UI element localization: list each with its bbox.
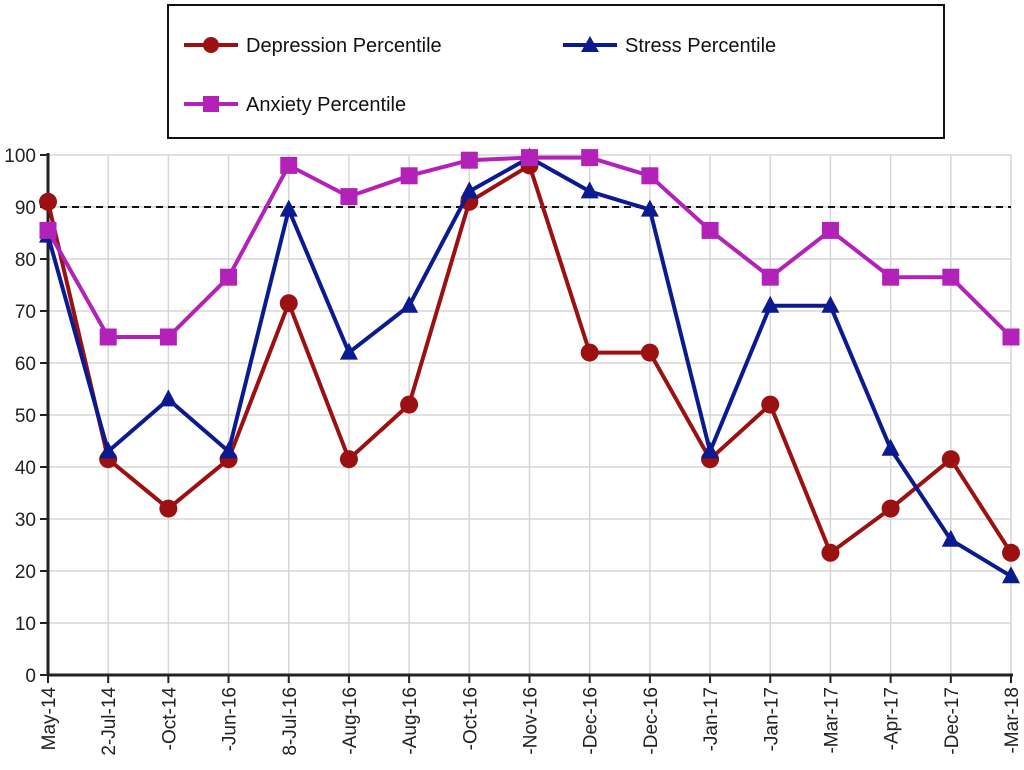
depression-point — [881, 499, 900, 518]
legend-label-depression: Depression Percentile — [246, 35, 442, 57]
y-tick-label: 90 — [15, 198, 36, 219]
y-tick-labels: 0 10 20 30 40 50 60 70 80 90 100 — [4, 146, 36, 687]
depression-point — [640, 343, 659, 362]
anxiety-point — [821, 221, 839, 239]
x-tick-label: -Aug-16 — [400, 687, 421, 755]
anxiety-point — [159, 328, 177, 346]
legend-item-anxiety: Anxiety Percentile — [184, 94, 406, 116]
x-tick-label: -Jan-17 — [761, 687, 782, 751]
legend-label-anxiety: Anxiety Percentile — [246, 94, 406, 116]
x-tick-label: -Oct-16 — [460, 687, 481, 750]
y-tick-label: 40 — [15, 458, 36, 479]
depression-point — [159, 499, 178, 518]
depression-point — [400, 395, 419, 414]
y-tick-label: 100 — [4, 146, 36, 167]
stress-point — [821, 295, 840, 313]
stress-point — [279, 199, 298, 217]
y-tick-label: 20 — [15, 562, 36, 583]
x-tick-label: -Jan-17 — [701, 687, 722, 751]
y-tick-label: 0 — [25, 666, 36, 687]
depression-point — [339, 450, 358, 469]
y-tick-label: 30 — [15, 510, 36, 531]
stress-point — [701, 441, 720, 459]
anxiety-point — [280, 156, 298, 174]
stress-point — [761, 295, 780, 313]
grid — [48, 154, 1012, 675]
y-tick-label: 80 — [15, 250, 36, 271]
legend-label-stress: Stress Percentile — [625, 35, 776, 57]
anxiety-point — [340, 188, 358, 206]
stress-point — [881, 438, 900, 456]
x-tick-label: -Apr-17 — [882, 687, 903, 750]
depression-point — [761, 395, 780, 414]
stress-point — [460, 181, 479, 199]
stress-point — [339, 342, 358, 360]
y-tick-label: 50 — [15, 406, 36, 427]
stress-point — [99, 441, 118, 459]
anxiety-point — [220, 268, 238, 286]
depression-point — [821, 543, 840, 562]
stress-point — [219, 441, 238, 459]
depression-point — [1002, 543, 1020, 562]
x-tick-label: -Dec-16 — [641, 687, 662, 755]
legend-box — [167, 4, 945, 139]
anxiety-point — [761, 268, 779, 286]
anxiety-point — [99, 328, 117, 346]
x-tick-label: -Aug-16 — [340, 687, 361, 755]
x-tick-labels: May-14 2-Jul-14 -Oct-14 -Jun-16 8-Jul-16 -Aug… — [39, 687, 1023, 756]
y-tick-label: 10 — [15, 614, 36, 635]
stress-point — [580, 181, 599, 199]
stress-point — [640, 199, 659, 217]
legend-item-depression: Depression Percentile — [184, 35, 442, 57]
legend-marker-depression — [203, 37, 219, 53]
stress-point — [941, 529, 960, 547]
y-tick-label: 70 — [15, 302, 36, 323]
anxiety-point — [400, 167, 418, 185]
depression-point — [39, 192, 57, 211]
stress-point — [1002, 566, 1020, 584]
legend-marker-stress — [581, 36, 599, 52]
stress-point — [159, 389, 178, 407]
x-tick-label: -Mar-17 — [821, 687, 842, 754]
depression-point — [941, 450, 960, 469]
legend-item-stress: Stress Percentile — [563, 35, 776, 57]
x-tick-label: -Dec-16 — [581, 687, 602, 755]
x-tick-label: May-14 — [39, 687, 60, 751]
anxiety-point — [460, 151, 478, 169]
x-tick-label: -Jun-16 — [220, 687, 241, 751]
legend-marker-anxiety — [203, 96, 219, 112]
anxiety-point — [581, 149, 599, 167]
depression-point — [279, 294, 298, 313]
anxiety-point — [1002, 328, 1020, 346]
anxiety-point — [942, 268, 960, 286]
anxiety-point — [521, 149, 538, 167]
anxiety-point — [39, 221, 57, 239]
x-tick-label: -Mar-18 — [1002, 687, 1023, 754]
x-tick-label: 8-Jul-16 — [280, 687, 301, 756]
axes — [40, 153, 1013, 683]
depression-point — [580, 343, 599, 362]
y-tick-label: 60 — [15, 354, 36, 375]
x-tick-label: 2-Jul-14 — [99, 687, 120, 756]
x-tick-label: -Dec-17 — [942, 687, 963, 755]
x-tick-label: -Nov-16 — [521, 687, 542, 755]
x-tick-label: -Oct-14 — [159, 687, 180, 751]
anxiety-point — [882, 268, 900, 286]
anxiety-point — [641, 167, 659, 185]
anxiety-point — [701, 221, 719, 239]
legend: Depression Percentile Stress Percentile … — [167, 4, 945, 139]
series-layer — [39, 147, 1020, 584]
stress-point — [400, 295, 419, 313]
